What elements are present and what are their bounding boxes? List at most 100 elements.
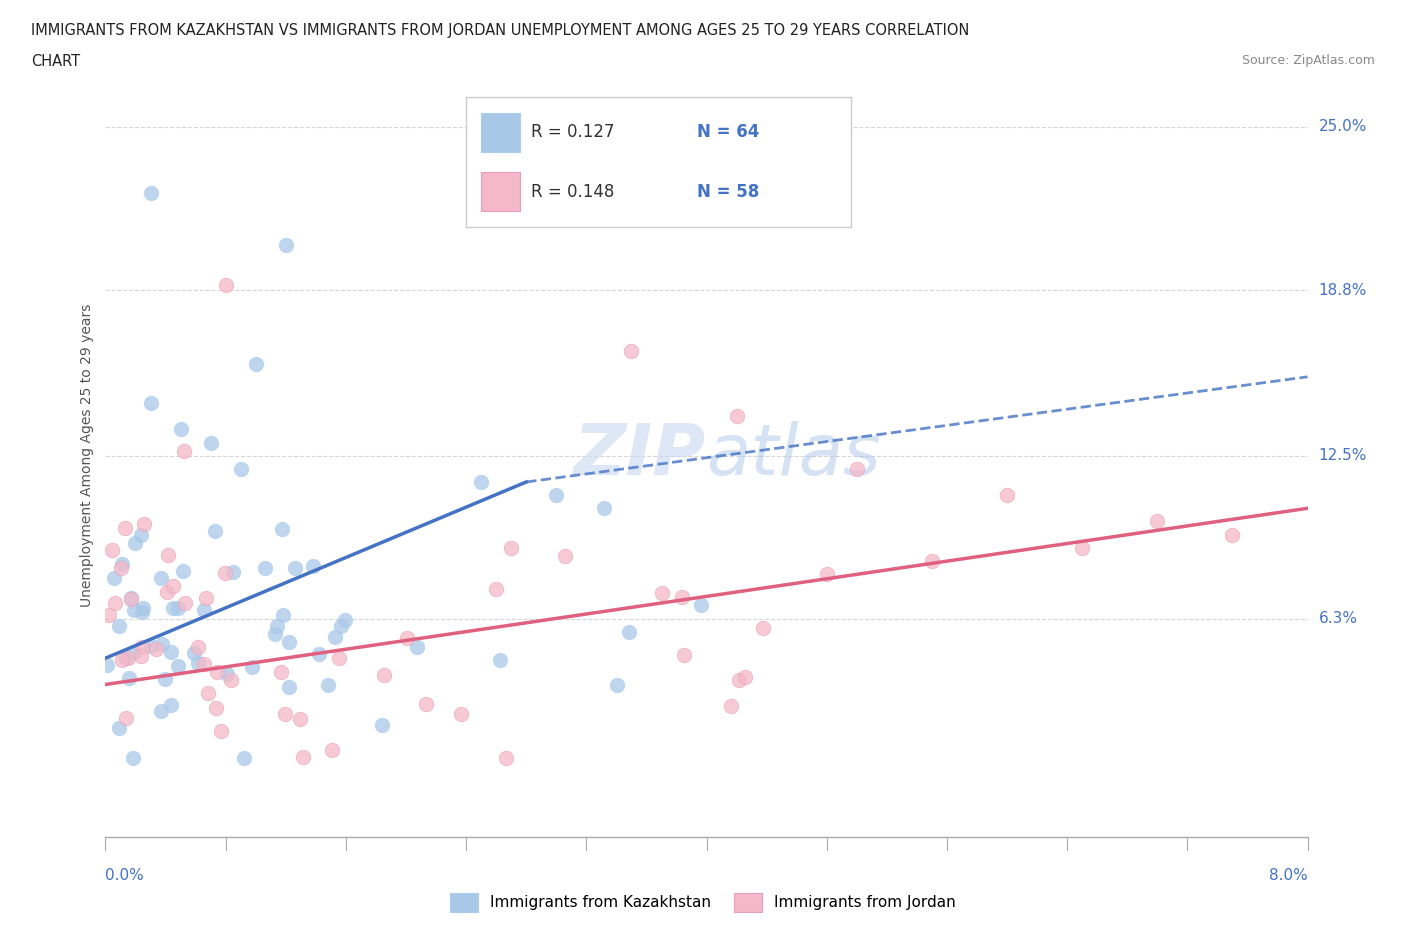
Point	[174, 595, 197, 610]
Point	[728, 672, 751, 687]
Point	[139, 639, 162, 654]
Point	[193, 657, 215, 671]
Text: N = 64: N = 64	[697, 124, 759, 141]
Point	[546, 487, 568, 502]
Point	[1222, 527, 1244, 542]
Point	[672, 647, 695, 662]
Text: 8.0%: 8.0%	[1268, 868, 1308, 883]
Point	[162, 578, 184, 593]
Point	[995, 487, 1018, 502]
Text: 25.0%: 25.0%	[1319, 119, 1367, 135]
Point	[172, 564, 194, 578]
Point	[284, 560, 307, 575]
Point	[114, 521, 136, 536]
Point	[619, 624, 641, 639]
Point	[115, 711, 138, 725]
Point	[335, 613, 357, 628]
Text: N = 58: N = 58	[697, 183, 759, 201]
Point	[751, 620, 773, 635]
Point	[671, 590, 693, 604]
Point	[159, 698, 181, 712]
Point	[205, 700, 228, 715]
Point	[97, 607, 120, 622]
Point	[120, 591, 142, 605]
Point	[271, 607, 294, 622]
Point	[620, 343, 643, 358]
Point	[274, 238, 297, 253]
Point	[150, 571, 173, 586]
Point	[254, 561, 277, 576]
Point	[405, 640, 427, 655]
FancyBboxPatch shape	[481, 113, 520, 152]
Point	[592, 500, 614, 515]
Point	[245, 356, 267, 371]
Point	[129, 649, 152, 664]
Point	[111, 557, 134, 572]
Point	[308, 647, 330, 662]
Point	[214, 277, 236, 292]
Point	[240, 659, 263, 674]
Point	[132, 516, 155, 531]
Point	[100, 542, 122, 557]
Point	[139, 395, 162, 410]
Point	[121, 751, 143, 765]
Text: R = 0.127: R = 0.127	[531, 124, 614, 141]
Point	[200, 435, 222, 450]
Text: 12.5%: 12.5%	[1319, 448, 1367, 463]
Point	[470, 474, 492, 489]
Point	[485, 581, 508, 596]
Point	[217, 667, 239, 682]
Point	[554, 549, 576, 564]
Point	[197, 686, 219, 701]
Text: atlas: atlas	[707, 421, 882, 490]
Point	[720, 698, 742, 713]
Text: 6.3%: 6.3%	[1319, 611, 1358, 626]
Point	[153, 671, 176, 686]
Text: 0.0%: 0.0%	[105, 868, 145, 883]
Text: R = 0.148: R = 0.148	[531, 183, 614, 201]
Point	[292, 750, 315, 764]
Point	[815, 566, 838, 581]
Point	[396, 631, 419, 645]
Point	[160, 644, 183, 659]
Point	[183, 646, 205, 661]
Point	[150, 637, 173, 652]
Point	[1146, 514, 1168, 529]
Point	[205, 665, 228, 680]
Point	[131, 639, 153, 654]
Point	[204, 524, 226, 538]
Point	[266, 618, 288, 633]
Point	[193, 603, 215, 618]
Point	[450, 707, 472, 722]
Point	[606, 677, 628, 692]
Point	[221, 565, 243, 579]
Point	[169, 422, 191, 437]
Point	[139, 185, 162, 200]
Point	[108, 721, 131, 736]
Point	[499, 540, 522, 555]
Point	[689, 598, 711, 613]
Point	[166, 601, 188, 616]
Point	[118, 671, 141, 685]
Point	[325, 630, 347, 644]
Point	[110, 561, 132, 576]
Text: IMMIGRANTS FROM KAZAKHSTAN VS IMMIGRANTS FROM JORDAN UNEMPLOYMENT AMONG AGES 25 : IMMIGRANTS FROM KAZAKHSTAN VS IMMIGRANTS…	[31, 23, 969, 38]
Point	[122, 603, 145, 618]
Text: CHART: CHART	[31, 54, 80, 69]
Point	[264, 627, 287, 642]
Point	[194, 591, 217, 605]
Point	[1071, 540, 1094, 555]
Point	[725, 409, 748, 424]
Point	[229, 461, 252, 476]
Point	[115, 650, 138, 665]
Point	[129, 527, 152, 542]
Point	[277, 680, 299, 695]
Point	[103, 570, 125, 585]
Point	[219, 672, 242, 687]
Point	[371, 718, 394, 733]
Point	[173, 444, 195, 458]
Point	[145, 642, 167, 657]
Point	[124, 536, 146, 551]
Point	[120, 591, 142, 606]
Point	[107, 618, 129, 633]
